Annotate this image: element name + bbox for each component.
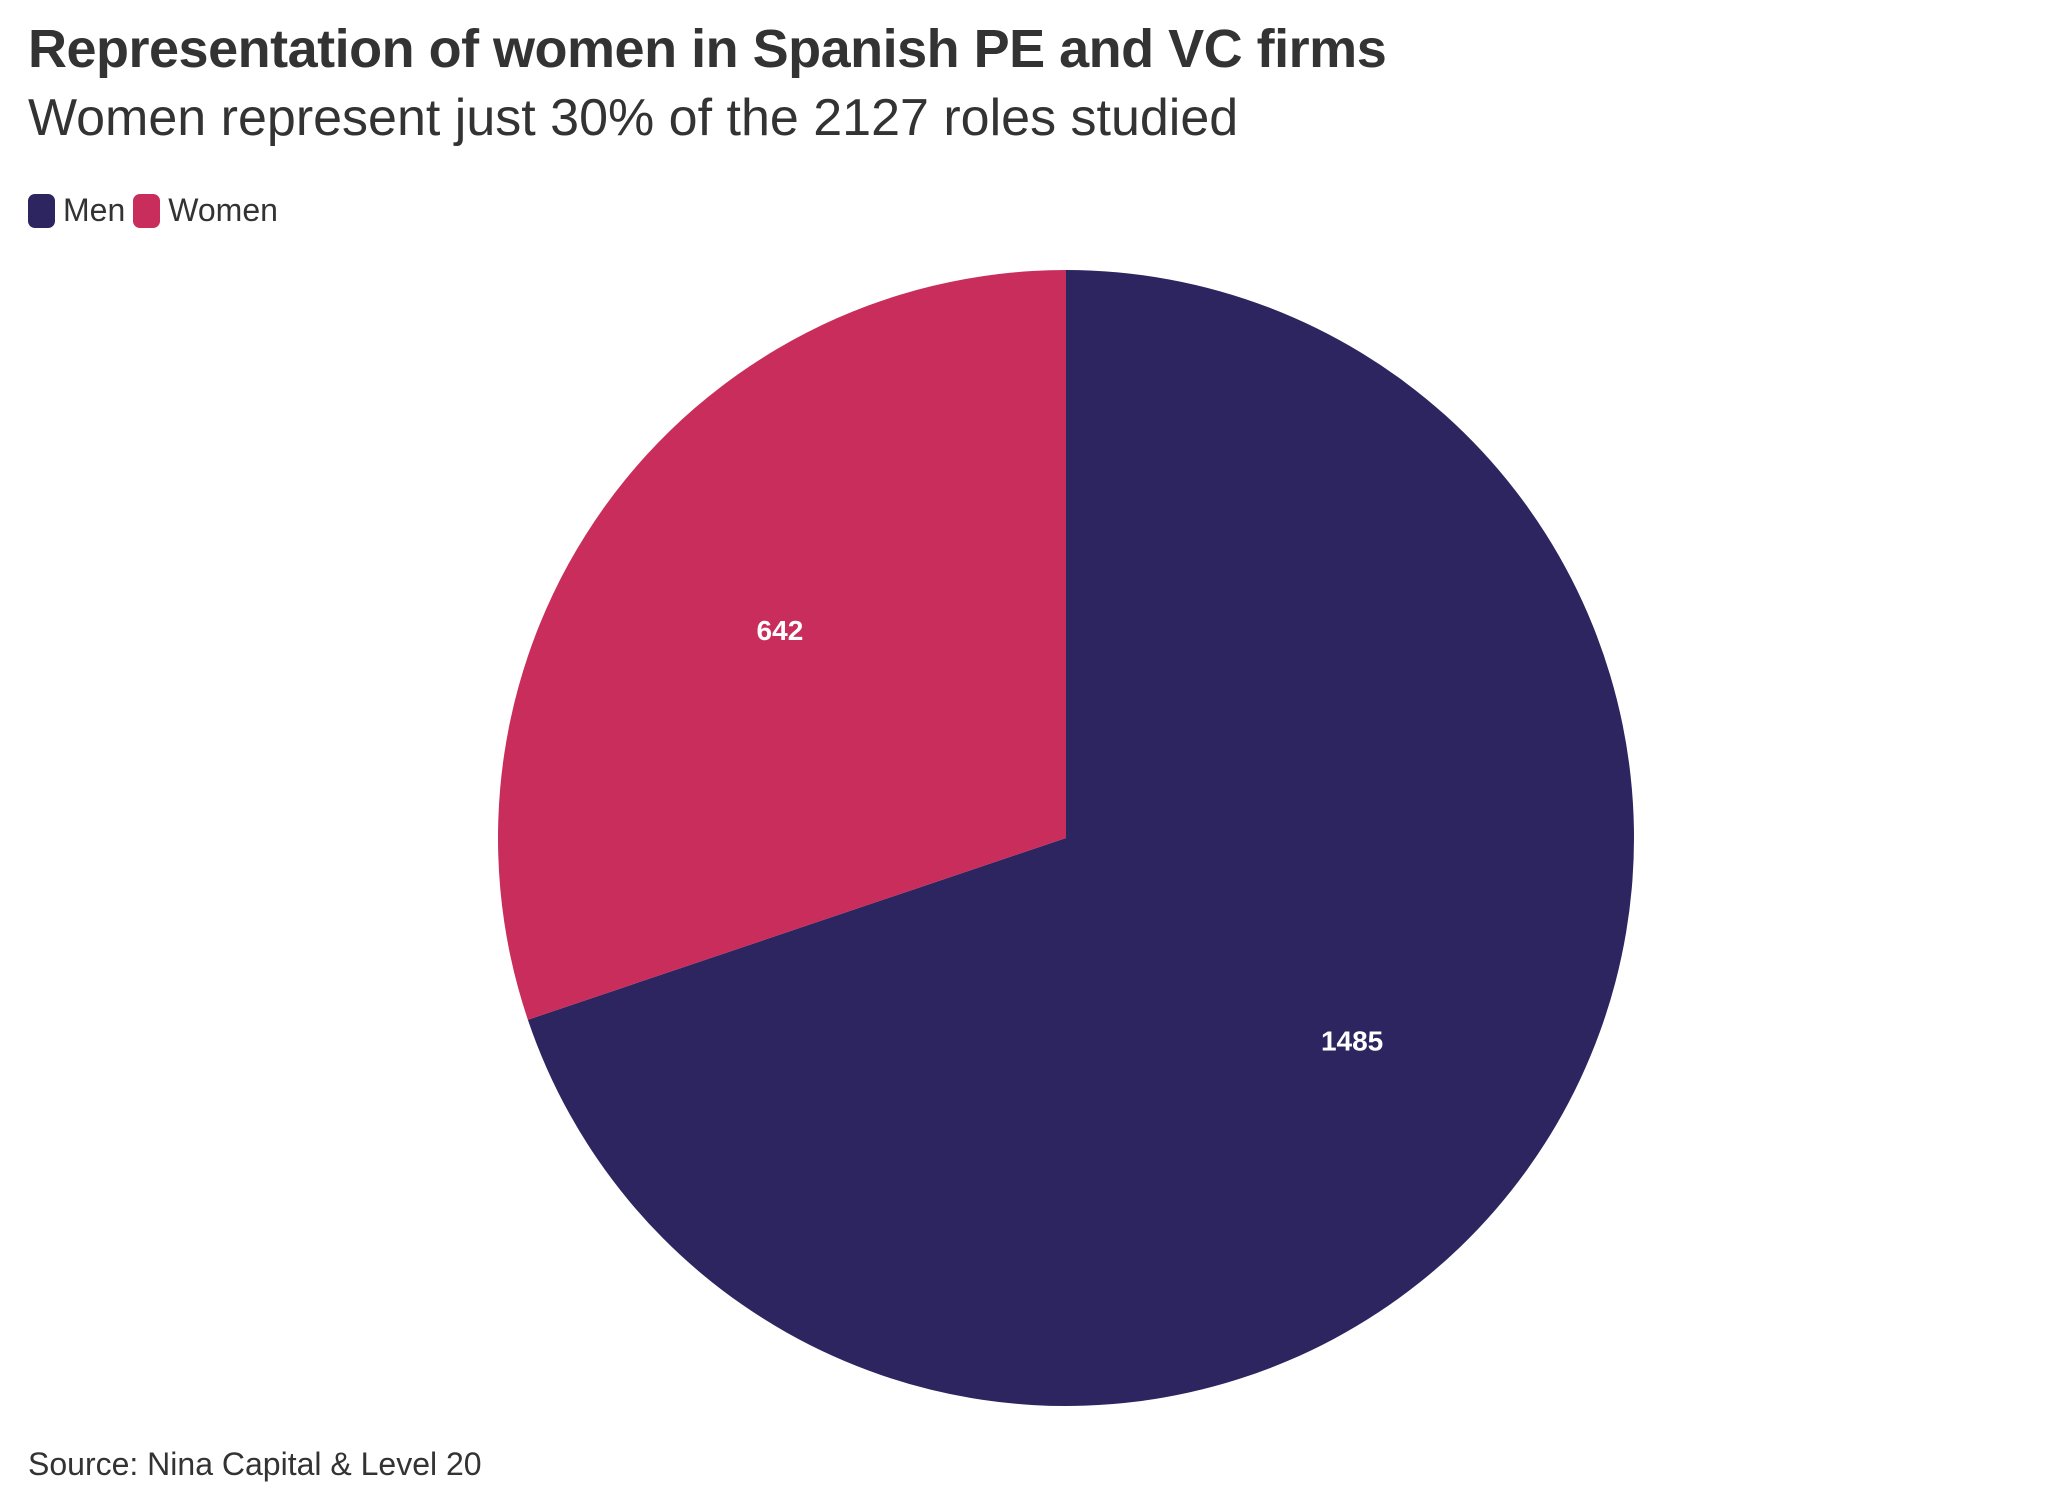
chart-title: Representation of women in Spanish PE an… [28, 19, 1387, 79]
pie-slices [498, 270, 1634, 1406]
chart-legend: Men Women [28, 192, 286, 229]
legend-swatch-men [28, 193, 55, 228]
pie-slice-men[interactable] [527, 270, 1634, 1406]
legend-item-men[interactable]: Men [28, 192, 125, 229]
chart-subtitle: Women represent just 30% of the 2127 rol… [28, 89, 1239, 147]
chart-source: Source: Nina Capital & Level 20 [28, 1446, 482, 1482]
legend-label-women: Women [168, 192, 278, 228]
data-label-women: 642 [757, 615, 804, 646]
data-label-men: 1485 [1321, 1026, 1383, 1057]
legend-label-men: Men [63, 192, 126, 228]
pie-data-labels: 1485 642 [757, 615, 1384, 1057]
pie-slice-women[interactable] [498, 270, 1066, 1020]
legend-item-women[interactable]: Women [133, 192, 278, 229]
legend-swatch-women [133, 193, 161, 228]
